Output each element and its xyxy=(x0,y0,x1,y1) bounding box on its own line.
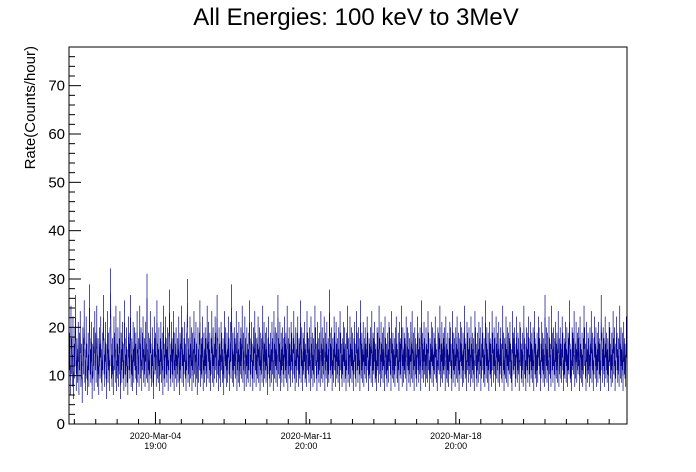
y-axis-ticks: 0 10 20 30 40 50 60 70 xyxy=(48,46,81,433)
plot-frame-border xyxy=(68,46,628,425)
y-tick-label: 70 xyxy=(48,78,65,95)
x-tick-label-date: 2020-Mar-11 xyxy=(281,431,332,441)
series-group xyxy=(68,268,627,403)
x-tick-label-date: 2020-Mar-18 xyxy=(430,431,482,441)
x-tick-label-time: 20:00 xyxy=(295,441,318,451)
x-tick-label-time: 19:00 xyxy=(144,441,167,451)
y-tick-label: 60 xyxy=(48,126,65,143)
y-tick-label: 50 xyxy=(48,174,65,191)
x-tick-label-time: 20:00 xyxy=(445,441,468,451)
y-axis-label: Rate(Counts/hour) xyxy=(22,46,39,169)
chart-title: All Energies: 100 keV to 3MeV xyxy=(193,4,519,31)
y-tick-label: 10 xyxy=(48,368,65,385)
x-axis-ticks: 2020-Mar-0419:002020-Mar-1120:002020-Mar… xyxy=(73,412,610,451)
x-tick-label-date: 2020-Mar-04 xyxy=(130,431,182,441)
y-tick-label: 40 xyxy=(48,223,65,240)
y-tick-label: 0 xyxy=(57,416,65,433)
plot-frame xyxy=(68,46,628,425)
y-tick-label: 30 xyxy=(48,271,65,288)
series-line xyxy=(68,293,627,391)
y-tick-label: 20 xyxy=(48,319,65,336)
